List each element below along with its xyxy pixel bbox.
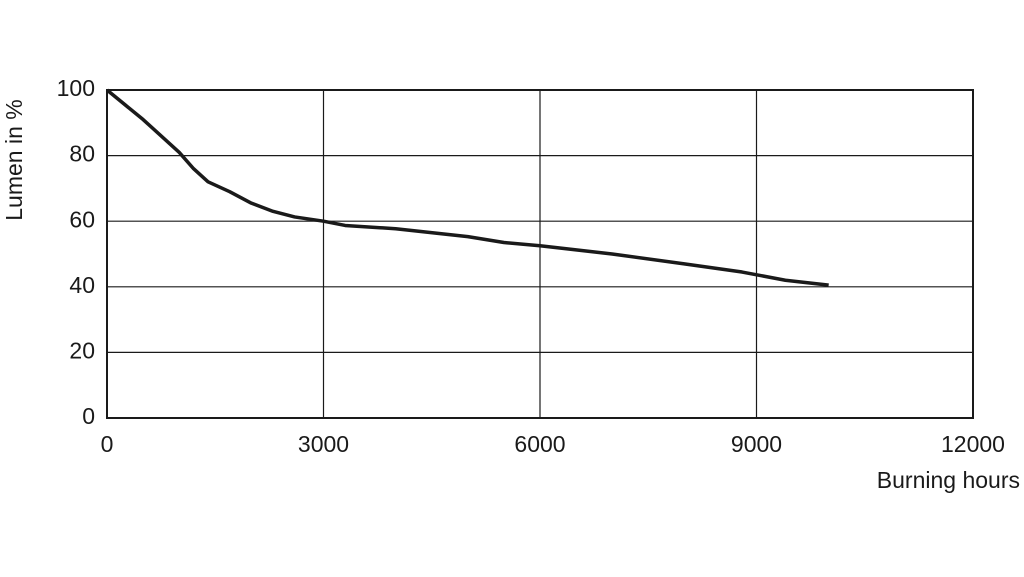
y-tick-label: 0	[82, 403, 95, 429]
plot-border	[106, 89, 974, 419]
x-tick-label: 3000	[298, 431, 349, 457]
y-tick-label: 80	[69, 141, 95, 167]
data-line	[105, 88, 829, 287]
x-tick-label: 9000	[731, 431, 782, 457]
x-axis-label: Burning hours	[877, 467, 1020, 493]
y-tick-label: 60	[69, 206, 95, 232]
y-tick-label: 40	[69, 272, 95, 298]
y-tick-label: 20	[69, 337, 95, 363]
x-tick-label: 6000	[514, 431, 565, 457]
y-tick-label: 100	[57, 75, 95, 101]
y-axis-label: Lumen in %	[1, 99, 27, 220]
x-tick-label: 12000	[941, 431, 1005, 457]
x-tick-label: 0	[101, 431, 114, 457]
